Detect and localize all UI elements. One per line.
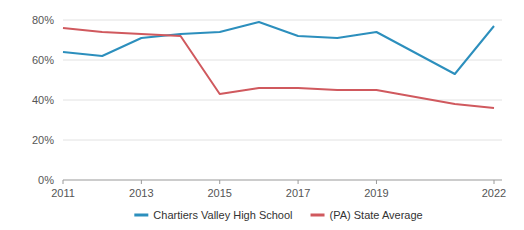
x-tick-label: 2017 xyxy=(286,187,310,199)
x-tick xyxy=(376,180,377,184)
x-tick xyxy=(63,180,64,184)
legend-swatch xyxy=(134,214,148,217)
grid-line xyxy=(63,140,502,141)
x-tick xyxy=(141,180,142,184)
series-line xyxy=(63,22,494,74)
y-tick-label: 0% xyxy=(38,174,54,186)
legend-label: Chartiers Valley High School xyxy=(153,209,292,221)
grid-line xyxy=(63,60,502,61)
x-tick-label: 2013 xyxy=(129,187,153,199)
legend-label: (PA) State Average xyxy=(330,209,423,221)
y-tick-label: 60% xyxy=(32,54,54,66)
x-tick xyxy=(219,180,220,184)
y-tick-label: 20% xyxy=(32,134,54,146)
legend-item: (PA) State Average xyxy=(311,209,423,221)
legend-swatch xyxy=(311,214,325,217)
y-tick-label: 40% xyxy=(32,94,54,106)
grid-line xyxy=(63,180,502,181)
x-tick xyxy=(298,180,299,184)
legend: Chartiers Valley High School (PA) State A… xyxy=(134,209,422,221)
x-tick-label: 2022 xyxy=(482,187,506,199)
plot-area xyxy=(63,22,494,108)
series-line xyxy=(63,28,494,108)
chart: 0% 20% 40% 60% 80% 2011 2013 2015 2017 2019 2022 Ch… xyxy=(0,0,524,230)
x-tick xyxy=(494,180,495,184)
x-tick-label: 2011 xyxy=(51,187,75,199)
y-tick-label: 80% xyxy=(32,14,54,26)
legend-item: Chartiers Valley High School xyxy=(134,209,292,221)
grid-line xyxy=(63,20,502,21)
x-tick-label: 2015 xyxy=(207,187,231,199)
x-tick-label: 2019 xyxy=(364,187,388,199)
